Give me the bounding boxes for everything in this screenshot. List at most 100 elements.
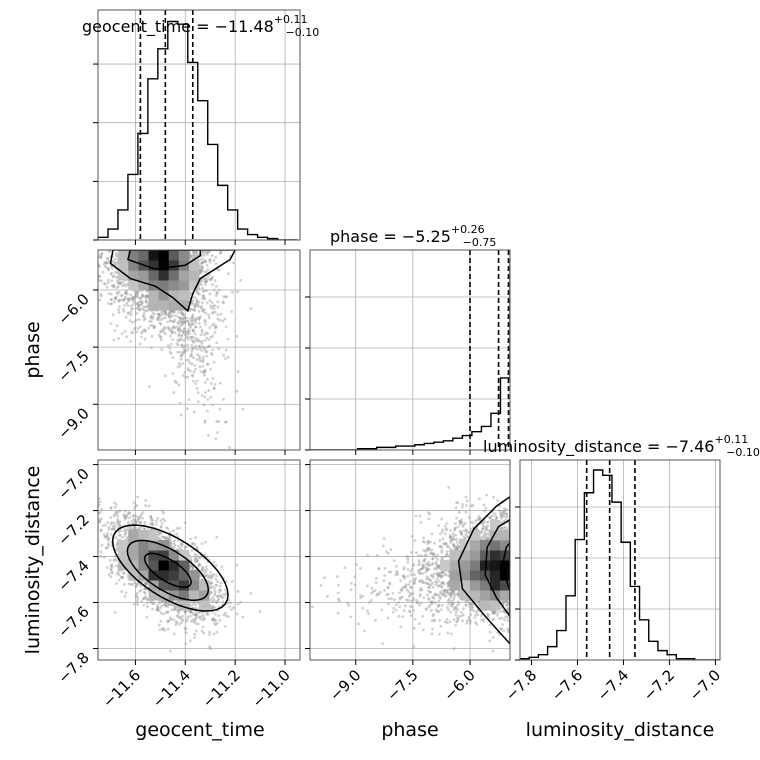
- sample-point: [200, 618, 204, 622]
- sample-point: [192, 250, 195, 253]
- sample-point: [148, 385, 151, 388]
- sample-point: [127, 298, 131, 302]
- sample-point: [208, 575, 212, 579]
- sample-point: [114, 270, 117, 274]
- sample-point: [211, 324, 214, 327]
- sample-point: [113, 524, 117, 528]
- sample-point: [126, 297, 130, 301]
- sample-point: [228, 605, 231, 609]
- sample-point: [226, 337, 230, 341]
- sample-point: [129, 340, 132, 343]
- density-cell: [178, 250, 190, 261]
- sample-point: [100, 508, 104, 511]
- sample-point: [168, 537, 172, 540]
- sample-point: [193, 305, 197, 309]
- sample-point: [206, 612, 210, 616]
- sample-point: [211, 596, 215, 600]
- density-cell: [168, 300, 180, 311]
- sample-point: [162, 535, 166, 539]
- sample-point: [200, 261, 204, 265]
- sample-point: [180, 323, 184, 327]
- sample-point: [211, 376, 215, 380]
- sample-point: [100, 252, 104, 256]
- sample-point: [175, 621, 179, 624]
- sample-point: [128, 526, 132, 529]
- sample-point: [225, 295, 229, 299]
- sample-point: [126, 292, 129, 296]
- sample-point: [204, 311, 208, 315]
- sample-point: [232, 606, 235, 609]
- sample-point: [209, 647, 212, 651]
- sample-point: [190, 336, 194, 339]
- sample-point: [158, 532, 162, 536]
- sample-point: [191, 299, 195, 303]
- sample-point: [185, 358, 189, 362]
- sample-point: [141, 314, 145, 318]
- sample-point: [158, 335, 162, 339]
- sample-point: [145, 296, 148, 300]
- sample-point: [118, 524, 122, 528]
- sample-point: [132, 514, 136, 518]
- sample-point: [152, 326, 156, 330]
- sample-point: [131, 514, 135, 518]
- sample-point: [161, 509, 164, 513]
- sample-point: [191, 612, 195, 615]
- sample-point: [194, 318, 198, 322]
- sample-point: [211, 283, 214, 287]
- sample-point: [164, 316, 168, 320]
- sample-point: [222, 593, 225, 596]
- sample-point: [134, 318, 138, 322]
- sample-point: [224, 420, 228, 424]
- sample-point: [211, 605, 215, 609]
- sample-point: [145, 597, 149, 601]
- sample-point: [132, 526, 136, 530]
- sample-point: [220, 529, 223, 532]
- sample-point: [110, 283, 114, 287]
- sample-point: [119, 529, 123, 533]
- sample-point: [209, 277, 213, 280]
- sample-point: [124, 315, 128, 319]
- sample-point: [100, 543, 104, 547]
- sample-point: [192, 340, 196, 344]
- sample-point: [215, 535, 219, 539]
- sample-point: [194, 613, 198, 617]
- sample-point: [180, 338, 184, 342]
- sample-point: [187, 329, 191, 333]
- sample-point: [151, 315, 154, 319]
- sample-point: [99, 529, 103, 533]
- sample-point: [172, 632, 176, 636]
- sample-point: [111, 284, 115, 288]
- sample-point: [136, 294, 139, 298]
- sample-point: [171, 372, 175, 376]
- sample-point: [137, 516, 141, 520]
- sample-point: [134, 520, 138, 524]
- sample-point: [196, 339, 200, 343]
- sample-point: [127, 520, 130, 524]
- sample-point: [155, 608, 159, 612]
- sample-point: [200, 359, 203, 363]
- sample-point: [195, 302, 198, 306]
- sample-point: [183, 545, 187, 549]
- sample-point: [181, 351, 185, 355]
- sample-point: [204, 276, 207, 280]
- sample-point: [132, 527, 136, 530]
- sample-point: [206, 576, 210, 580]
- sample-point: [111, 571, 114, 575]
- sample-point: [105, 266, 109, 270]
- sample-point: [102, 533, 106, 536]
- sample-point: [180, 343, 184, 347]
- sample-point: [172, 325, 175, 329]
- sample-point: [110, 565, 114, 569]
- sample-point: [157, 333, 161, 337]
- sample-point: [181, 374, 185, 377]
- sample-point: [125, 516, 128, 519]
- sample-point: [144, 499, 148, 503]
- sample-point: [211, 618, 214, 622]
- sample-point: [144, 595, 148, 599]
- sample-point: [98, 497, 101, 501]
- sample-point: [212, 598, 216, 602]
- sample-point: [135, 302, 138, 306]
- sample-point: [123, 282, 127, 286]
- sample-point: [109, 522, 113, 526]
- sample-point: [186, 407, 189, 411]
